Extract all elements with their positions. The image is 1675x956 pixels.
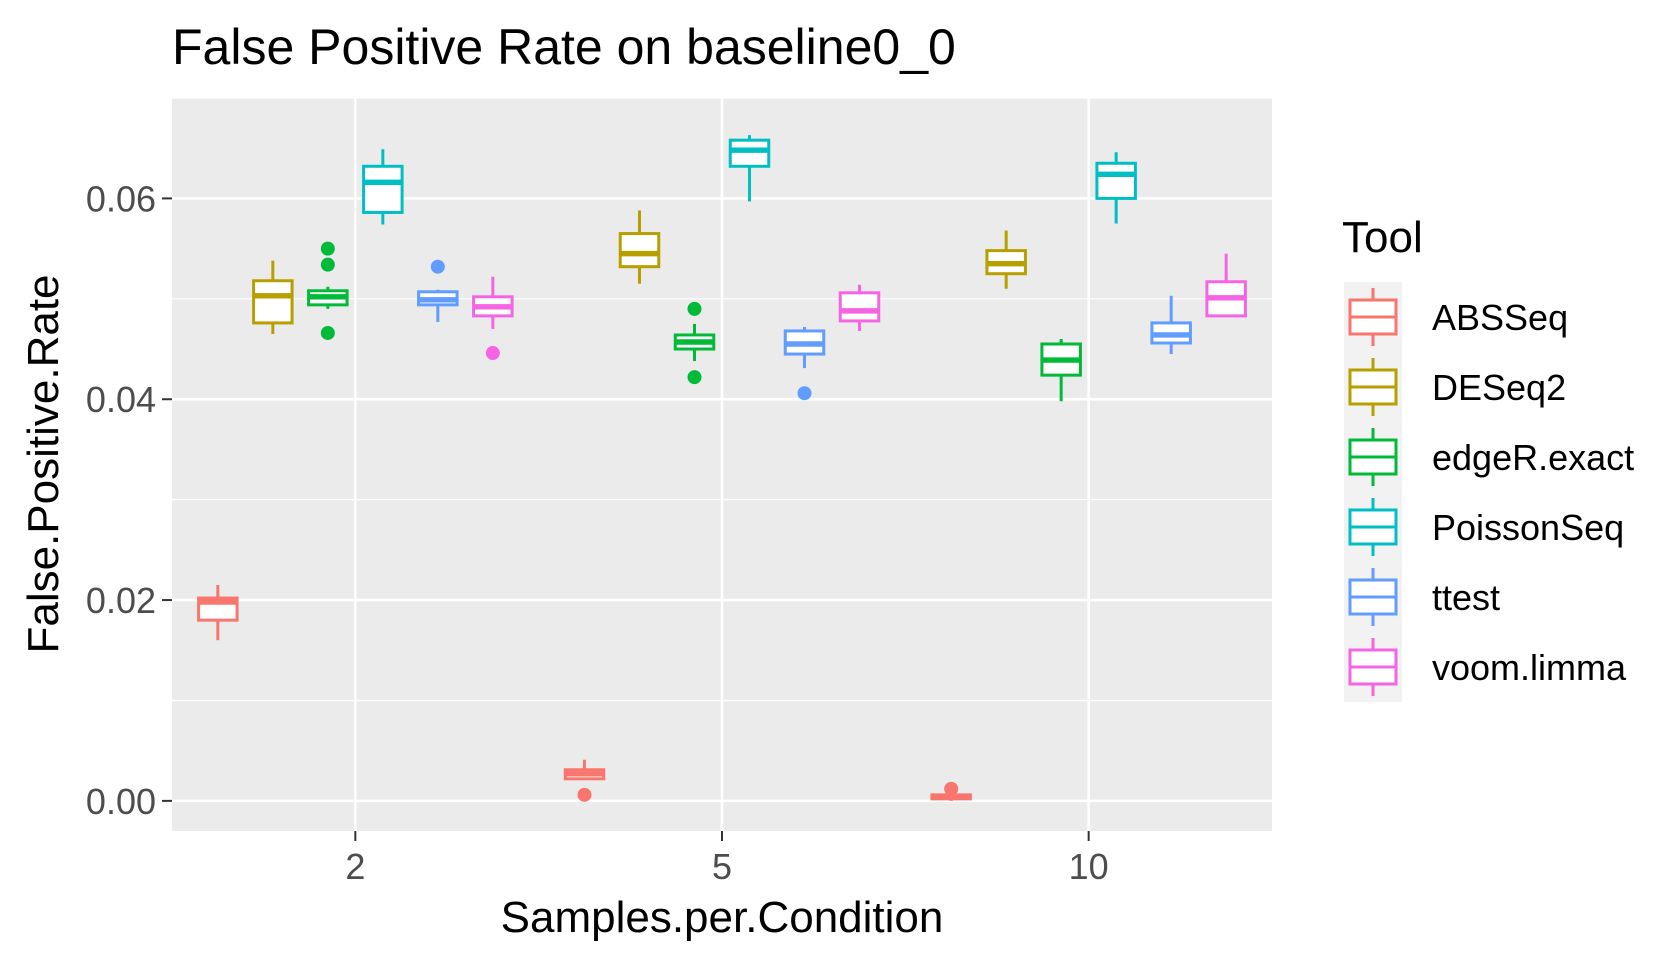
box-iqr — [618, 232, 661, 269]
box-DESeq2-2 — [252, 260, 294, 334]
x-axis: 2 5 10 — [345, 831, 1109, 887]
box-iqr — [362, 164, 404, 214]
legend-label: DESeq2 — [1432, 367, 1566, 408]
x-tick-label: 5 — [712, 846, 732, 887]
y-tick-label: 0.02 — [86, 580, 156, 621]
chart-title: False Positive Rate on baseline0_0 — [172, 19, 956, 75]
legend-item-ABSSeq: ABSSeq — [1348, 288, 1568, 346]
box-DESeq2-10 — [985, 230, 1027, 289]
box-ttest-10 — [1150, 295, 1192, 355]
outlier-point — [797, 386, 812, 401]
box-ABSSeq-10 — [930, 781, 972, 801]
box-edgeR.exact-10 — [1040, 338, 1082, 402]
legend-label: voom.limma — [1432, 647, 1627, 688]
box-iqr — [1095, 161, 1137, 200]
box-iqr — [838, 291, 881, 323]
y-axis: 0.00 0.02 0.04 0.06 — [86, 178, 172, 822]
box-ttest-5 — [783, 326, 826, 401]
box-PoissonSeq-5 — [728, 135, 771, 202]
legend-label: edgeR.exact — [1432, 437, 1634, 478]
legend-label: ABSSeq — [1432, 297, 1568, 338]
box-voom.limma-5 — [838, 284, 881, 331]
outlier-point — [485, 346, 500, 361]
box-voom.limma-2 — [472, 276, 514, 361]
legend: Tool ABSSeq DESeq2 edgeR.exact PoissonSeq tt… — [1342, 213, 1634, 702]
box-edgeR.exact-5 — [673, 301, 716, 385]
box-iqr — [252, 279, 294, 325]
legend-label: PoissonSeq — [1432, 507, 1624, 548]
legend-label: ttest — [1432, 577, 1500, 618]
box-PoissonSeq-10 — [1095, 152, 1137, 224]
outlier-point — [320, 257, 335, 272]
x-axis-label: Samples.per.Condition — [501, 893, 944, 942]
legend-key-background — [1344, 282, 1402, 702]
box-PoissonSeq-2 — [362, 149, 404, 225]
outlier-point — [320, 241, 335, 256]
box-edgeR.exact-2 — [307, 241, 349, 340]
box-ABSSeq-5 — [563, 759, 606, 802]
box-ABSSeq-2 — [197, 584, 239, 641]
legend-title: Tool — [1342, 213, 1423, 262]
y-tick-label: 0.04 — [86, 379, 156, 420]
box-DESeq2-5 — [618, 210, 661, 284]
outlier-point — [577, 787, 592, 802]
outlier-point — [687, 301, 702, 316]
y-tick-label: 0.06 — [86, 178, 156, 219]
legend-item-edgeR.exact: edgeR.exact — [1348, 428, 1634, 486]
outlier-point — [687, 370, 702, 385]
grid-lines — [172, 97, 1272, 831]
box-voom.limma-10 — [1205, 253, 1247, 318]
legend-item-voom.limma: voom.limma — [1348, 638, 1627, 696]
y-tick-label: 0.00 — [86, 781, 156, 822]
box-iqr — [728, 138, 771, 168]
x-tick-label: 10 — [1069, 846, 1109, 887]
legend-item-PoissonSeq: PoissonSeq — [1348, 498, 1624, 556]
outlier-point — [944, 781, 959, 796]
outlier-point — [430, 259, 445, 274]
outlier-point — [320, 325, 335, 340]
boxplot-boxes — [197, 135, 1247, 802]
x-tick-label: 2 — [345, 846, 365, 887]
y-axis-label: False.Positive.Rate — [19, 274, 68, 653]
legend-item-ttest: ttest — [1348, 568, 1500, 626]
box-ttest-2 — [417, 259, 459, 322]
legend-item-DESeq2: DESeq2 — [1348, 358, 1566, 416]
